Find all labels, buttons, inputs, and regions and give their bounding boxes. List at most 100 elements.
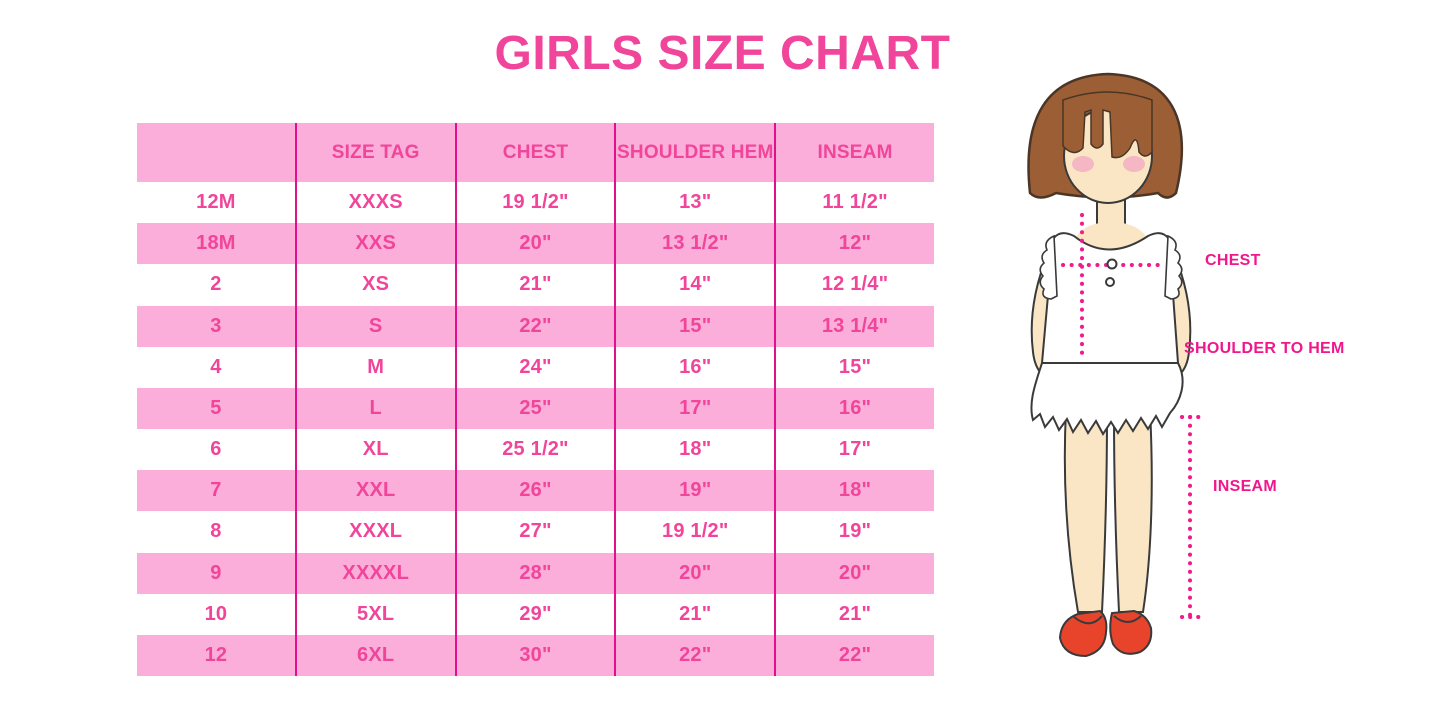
- table-cell: 6: [137, 429, 297, 471]
- shoulder-to-hem-measure-label: SHOULDER TO HEM: [1184, 340, 1345, 357]
- girl-right-shoe-strap: [1113, 615, 1142, 623]
- column-header: SIZE TAG: [297, 123, 457, 182]
- table-cell: 28": [457, 552, 617, 594]
- column-header: [137, 123, 297, 182]
- girl-illustration: [1027, 72, 1208, 658]
- table-cell: 7: [137, 470, 297, 512]
- table-cell: 12: [137, 634, 297, 677]
- table-cell: 12M: [137, 182, 297, 224]
- table-cell: 12": [838, 232, 872, 255]
- girl-left-shoulder-ruffle: [1039, 234, 1058, 300]
- table-cell: 12 1/4": [821, 273, 889, 296]
- table-cell: 10: [137, 593, 297, 635]
- table-cell: 29": [457, 593, 617, 635]
- table-cell: XXS: [297, 223, 457, 265]
- girl-top: [1040, 232, 1180, 364]
- table-row: 5 L 25" 17" 16": [137, 387, 934, 430]
- table-cell: XXL: [297, 470, 457, 512]
- table-cell: 8: [137, 511, 297, 553]
- table-row: 9 XXXXL 28" 20" 20": [137, 552, 934, 594]
- table-row: 12 6XL 30" 22" 22": [137, 634, 934, 677]
- table-cell: 26": [457, 470, 617, 512]
- table-cell: M: [297, 346, 457, 388]
- table-cell: XXXL: [297, 511, 457, 553]
- table-cell: 18M: [137, 223, 297, 265]
- table-cell: 6XL: [297, 634, 457, 677]
- table-cell: 19": [838, 520, 872, 543]
- table-row: 8 XXXL 27" 19 1/2" 19": [137, 511, 934, 553]
- table-cell: XXXS: [297, 182, 457, 224]
- girl-left-shoe-strap: [1073, 615, 1103, 625]
- table-cell: 25": [457, 387, 617, 430]
- table-cell: 20": [616, 552, 777, 594]
- girl-right-shoulder-ruffle: [1164, 234, 1183, 300]
- girl-left-blush: [1072, 156, 1094, 172]
- table-cell: 3: [137, 305, 297, 347]
- table-row: 6 XL 25 1/2" 18" 17": [137, 429, 934, 471]
- column-header: CHEST: [457, 123, 617, 182]
- table-cell: 22": [838, 643, 872, 666]
- table-cell: L: [297, 387, 457, 430]
- table-row: 18M XXS 20" 13 1/2" 12": [137, 223, 934, 265]
- table-cell: 19 1/2": [616, 511, 777, 553]
- table-cell: 15": [838, 355, 872, 378]
- table-cell: 27": [457, 511, 617, 553]
- table-cell: 20": [457, 223, 617, 265]
- column-header: SHOULDER HEM: [616, 123, 777, 182]
- table-cell: 11 1/2": [822, 191, 888, 214]
- table-cell: 21": [838, 602, 872, 625]
- table-cell: 5: [137, 387, 297, 430]
- table-cell: 21": [616, 593, 777, 635]
- girl-right-shoe: [1109, 609, 1153, 655]
- table-cell: 5XL: [297, 593, 457, 635]
- size-table: SIZE TAG CHEST SHOULDER HEM INSEAM 12M XXXS 19…: [137, 123, 934, 677]
- table-cell: 20": [838, 561, 872, 584]
- table-cell: 22": [457, 305, 617, 347]
- table-row: 7 XXL 26" 19" 18": [137, 470, 934, 512]
- table-cell: 25 1/2": [457, 429, 617, 471]
- girl-top-button-2: [1105, 277, 1115, 287]
- table-row: 3 S 22" 15" 13 1/4": [137, 305, 934, 347]
- girl-top-button-1: [1106, 258, 1118, 270]
- table-cell: 16": [838, 396, 872, 419]
- measurement-figure: [1000, 60, 1445, 723]
- table-cell: 4: [137, 346, 297, 388]
- table-cell: 30": [457, 634, 617, 677]
- table-row: 12M XXXS 19 1/2" 13" 11 1/2": [137, 182, 934, 224]
- girl-bangs: [1062, 91, 1153, 159]
- table-cell: S: [297, 305, 457, 347]
- table-cell: 13 1/4": [821, 314, 889, 337]
- table-cell: 19 1/2": [457, 182, 617, 224]
- girl-right-leg: [1112, 408, 1153, 613]
- table-row: 10 5XL 29" 21" 21": [137, 593, 934, 635]
- table-cell: 19": [616, 470, 777, 512]
- table-cell: 16": [616, 346, 777, 388]
- page-title: GIRLS SIZE CHART: [494, 27, 951, 80]
- table-row: 2 XS 21" 14" 12 1/4": [137, 264, 934, 306]
- table-cell: 14": [616, 264, 777, 306]
- table-cell: 17": [838, 438, 872, 461]
- girl-right-blush: [1123, 156, 1145, 172]
- table-header-row: SIZE TAG CHEST SHOULDER HEM INSEAM: [137, 123, 934, 182]
- table-cell: 18": [838, 479, 872, 502]
- girl-skirt: [1030, 362, 1184, 436]
- table-cell: 18": [616, 429, 777, 471]
- table-cell: 13 1/2": [616, 223, 777, 265]
- table-cell: XS: [297, 264, 457, 306]
- girl-left-leg: [1063, 408, 1109, 613]
- table-cell: 2: [137, 264, 297, 306]
- table-cell: 24": [457, 346, 617, 388]
- table-cell: 21": [457, 264, 617, 306]
- table-cell: 22": [616, 634, 777, 677]
- table-cell: 15": [616, 305, 777, 347]
- chest-measure-label: CHEST: [1205, 252, 1261, 269]
- table-cell: 9: [137, 552, 297, 594]
- inseam-measure-label: INSEAM: [1213, 478, 1278, 495]
- table-cell: XL: [297, 429, 457, 471]
- column-header: INSEAM: [817, 141, 893, 163]
- table-cell: XXXXL: [297, 552, 457, 594]
- table-cell: 17": [616, 387, 777, 430]
- table-row: 4 M 24" 16" 15": [137, 346, 934, 388]
- table-cell: 13": [616, 182, 777, 224]
